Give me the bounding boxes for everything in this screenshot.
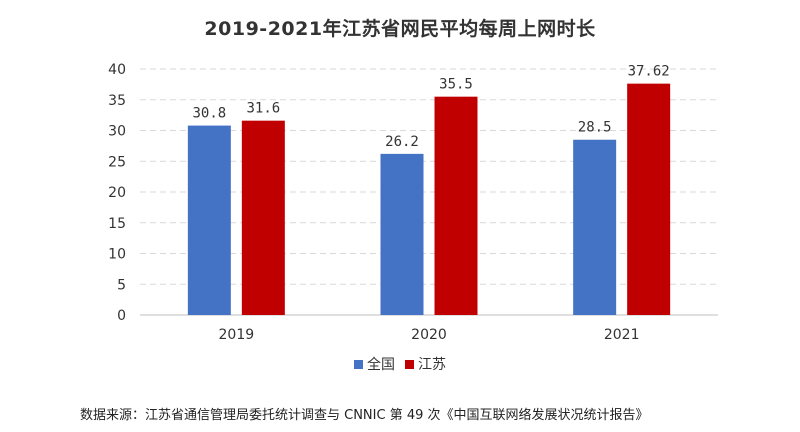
data-label: 37.62 <box>628 64 670 80</box>
bar <box>187 125 231 315</box>
x-tick-label: 2019 <box>219 327 255 343</box>
gridlines <box>140 68 718 316</box>
bar <box>573 139 617 315</box>
data-label: 31.6 <box>246 101 280 117</box>
legend-swatch-jiangsu <box>405 359 414 369</box>
y-tick-label: 25 <box>108 154 126 170</box>
y-tick-label: 0 <box>117 308 126 324</box>
y-tick-label: 15 <box>108 216 126 232</box>
y-axis-ticks: 0 5 10 15 20 25 30 35 40 <box>108 62 126 324</box>
legend-label-national: 全国 <box>367 357 395 373</box>
legend: 全国 江苏 <box>0 354 800 374</box>
bar <box>627 83 671 316</box>
y-tick-label: 5 <box>117 277 126 293</box>
legend-label-jiangsu: 江苏 <box>418 357 446 373</box>
bars <box>187 83 671 316</box>
y-tick-label: 10 <box>108 247 126 263</box>
data-label: 26.2 <box>385 134 419 150</box>
x-tick-label: 2021 <box>604 327 640 343</box>
bar <box>380 153 424 315</box>
y-tick-label: 40 <box>108 62 126 78</box>
y-tick-label: 20 <box>108 185 126 201</box>
legend-swatch-national <box>354 359 363 369</box>
legend-item-jiangsu: 江苏 <box>405 354 446 374</box>
bar <box>241 120 285 315</box>
x-axis-ticks: 2019 2020 2021 <box>219 327 640 343</box>
data-label: 28.5 <box>578 120 612 136</box>
data-label: 30.8 <box>192 106 226 122</box>
data-labels: 30.8 31.6 26.2 35.5 28.5 37.62 <box>192 64 669 150</box>
x-tick-label: 2020 <box>411 327 447 343</box>
y-tick-label: 35 <box>108 93 126 109</box>
data-label: 35.5 <box>439 77 473 93</box>
legend-item-national: 全国 <box>354 354 395 374</box>
bar <box>434 96 478 315</box>
chart-title: 2019-2021年江苏省网民平均每周上网时长 <box>204 18 596 40</box>
y-tick-label: 30 <box>108 124 126 140</box>
source-note: 数据来源：江苏省通信管理局委托统计调查与 CNNIC 第 49 次《中国互联网络… <box>80 408 649 423</box>
